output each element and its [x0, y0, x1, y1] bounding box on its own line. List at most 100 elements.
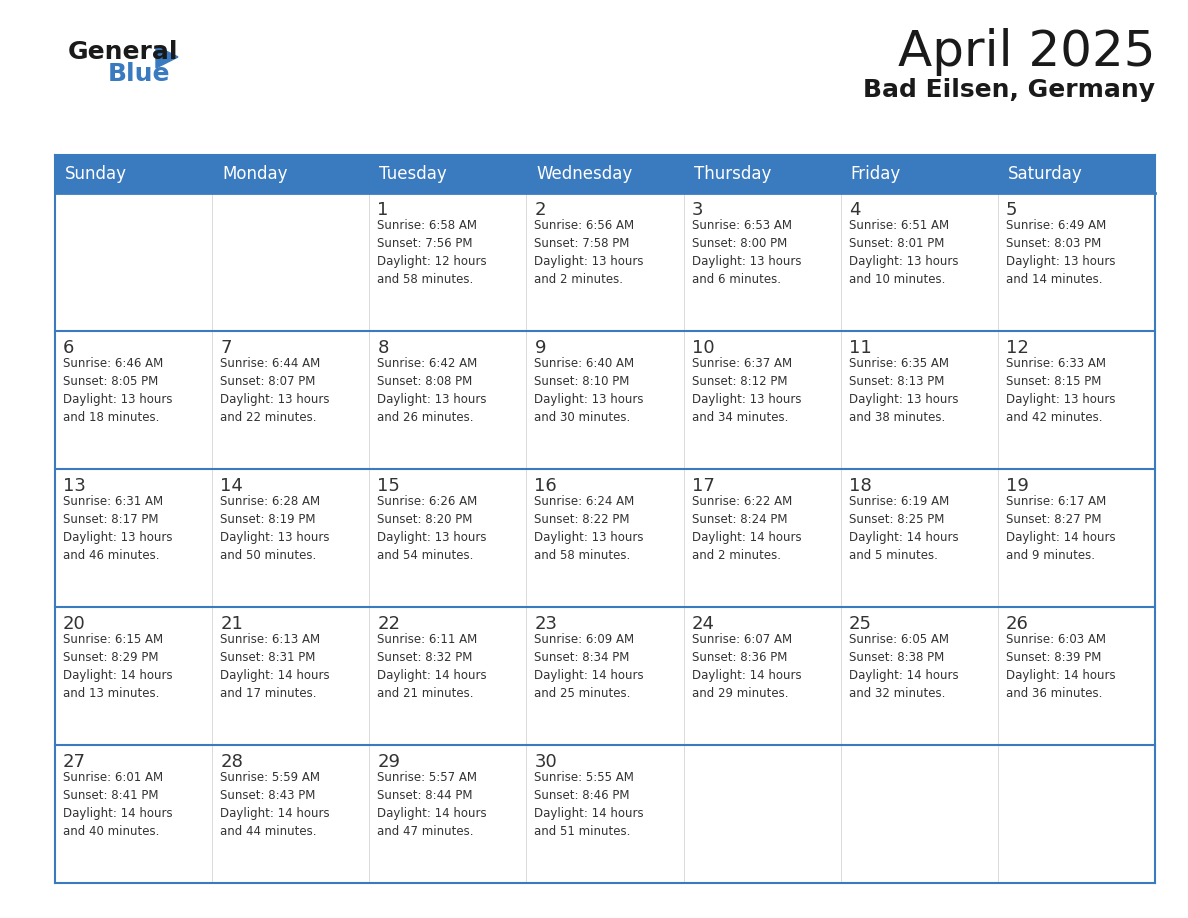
Text: Sunrise: 6:31 AM
Sunset: 8:17 PM
Daylight: 13 hours
and 46 minutes.: Sunrise: 6:31 AM Sunset: 8:17 PM Dayligh…: [63, 495, 172, 562]
FancyBboxPatch shape: [683, 745, 841, 883]
Text: 14: 14: [220, 477, 244, 495]
Text: Sunrise: 5:59 AM
Sunset: 8:43 PM
Daylight: 14 hours
and 44 minutes.: Sunrise: 5:59 AM Sunset: 8:43 PM Dayligh…: [220, 771, 330, 838]
Text: Sunrise: 6:51 AM
Sunset: 8:01 PM
Daylight: 13 hours
and 10 minutes.: Sunrise: 6:51 AM Sunset: 8:01 PM Dayligh…: [848, 219, 959, 286]
Text: 20: 20: [63, 615, 86, 633]
Text: Sunrise: 6:46 AM
Sunset: 8:05 PM
Daylight: 13 hours
and 18 minutes.: Sunrise: 6:46 AM Sunset: 8:05 PM Dayligh…: [63, 357, 172, 424]
FancyBboxPatch shape: [55, 331, 213, 469]
Text: 1: 1: [378, 201, 388, 219]
Text: 9: 9: [535, 339, 546, 357]
Text: Sunrise: 5:55 AM
Sunset: 8:46 PM
Daylight: 14 hours
and 51 minutes.: Sunrise: 5:55 AM Sunset: 8:46 PM Dayligh…: [535, 771, 644, 838]
Text: Friday: Friday: [851, 165, 901, 183]
Text: 11: 11: [848, 339, 872, 357]
Text: 10: 10: [691, 339, 714, 357]
Text: Sunrise: 6:19 AM
Sunset: 8:25 PM
Daylight: 14 hours
and 5 minutes.: Sunrise: 6:19 AM Sunset: 8:25 PM Dayligh…: [848, 495, 959, 562]
Text: 25: 25: [848, 615, 872, 633]
Text: Sunrise: 6:40 AM
Sunset: 8:10 PM
Daylight: 13 hours
and 30 minutes.: Sunrise: 6:40 AM Sunset: 8:10 PM Dayligh…: [535, 357, 644, 424]
Text: 27: 27: [63, 753, 86, 771]
Text: Sunrise: 6:42 AM
Sunset: 8:08 PM
Daylight: 13 hours
and 26 minutes.: Sunrise: 6:42 AM Sunset: 8:08 PM Dayligh…: [378, 357, 487, 424]
Text: Sunrise: 6:03 AM
Sunset: 8:39 PM
Daylight: 14 hours
and 36 minutes.: Sunrise: 6:03 AM Sunset: 8:39 PM Dayligh…: [1006, 633, 1116, 700]
Text: 18: 18: [848, 477, 872, 495]
Text: Sunrise: 6:35 AM
Sunset: 8:13 PM
Daylight: 13 hours
and 38 minutes.: Sunrise: 6:35 AM Sunset: 8:13 PM Dayligh…: [848, 357, 959, 424]
FancyBboxPatch shape: [841, 331, 998, 469]
Text: 8: 8: [378, 339, 388, 357]
FancyBboxPatch shape: [55, 469, 213, 607]
FancyBboxPatch shape: [55, 607, 213, 745]
FancyBboxPatch shape: [369, 193, 526, 331]
Text: 12: 12: [1006, 339, 1029, 357]
Text: Sunrise: 6:49 AM
Sunset: 8:03 PM
Daylight: 13 hours
and 14 minutes.: Sunrise: 6:49 AM Sunset: 8:03 PM Dayligh…: [1006, 219, 1116, 286]
FancyBboxPatch shape: [683, 469, 841, 607]
FancyBboxPatch shape: [213, 469, 369, 607]
FancyBboxPatch shape: [213, 331, 369, 469]
Text: Sunday: Sunday: [65, 165, 127, 183]
Text: 23: 23: [535, 615, 557, 633]
Text: 22: 22: [378, 615, 400, 633]
Text: Sunrise: 6:09 AM
Sunset: 8:34 PM
Daylight: 14 hours
and 25 minutes.: Sunrise: 6:09 AM Sunset: 8:34 PM Dayligh…: [535, 633, 644, 700]
FancyBboxPatch shape: [369, 607, 526, 745]
Text: 5: 5: [1006, 201, 1017, 219]
Text: April 2025: April 2025: [897, 28, 1155, 76]
Text: 21: 21: [220, 615, 244, 633]
FancyBboxPatch shape: [683, 193, 841, 331]
Text: 16: 16: [535, 477, 557, 495]
Text: 3: 3: [691, 201, 703, 219]
Text: Blue: Blue: [108, 62, 171, 86]
Text: 26: 26: [1006, 615, 1029, 633]
Text: Sunrise: 6:11 AM
Sunset: 8:32 PM
Daylight: 14 hours
and 21 minutes.: Sunrise: 6:11 AM Sunset: 8:32 PM Dayligh…: [378, 633, 487, 700]
Text: 15: 15: [378, 477, 400, 495]
FancyBboxPatch shape: [55, 745, 213, 883]
FancyBboxPatch shape: [998, 331, 1155, 469]
Text: Sunrise: 6:15 AM
Sunset: 8:29 PM
Daylight: 14 hours
and 13 minutes.: Sunrise: 6:15 AM Sunset: 8:29 PM Dayligh…: [63, 633, 172, 700]
Text: Saturday: Saturday: [1007, 165, 1082, 183]
Text: Sunrise: 6:22 AM
Sunset: 8:24 PM
Daylight: 14 hours
and 2 minutes.: Sunrise: 6:22 AM Sunset: 8:24 PM Dayligh…: [691, 495, 801, 562]
Text: Sunrise: 6:01 AM
Sunset: 8:41 PM
Daylight: 14 hours
and 40 minutes.: Sunrise: 6:01 AM Sunset: 8:41 PM Dayligh…: [63, 771, 172, 838]
FancyBboxPatch shape: [213, 745, 369, 883]
Text: Sunrise: 6:24 AM
Sunset: 8:22 PM
Daylight: 13 hours
and 58 minutes.: Sunrise: 6:24 AM Sunset: 8:22 PM Dayligh…: [535, 495, 644, 562]
Text: Sunrise: 6:33 AM
Sunset: 8:15 PM
Daylight: 13 hours
and 42 minutes.: Sunrise: 6:33 AM Sunset: 8:15 PM Dayligh…: [1006, 357, 1116, 424]
FancyBboxPatch shape: [213, 607, 369, 745]
Text: 28: 28: [220, 753, 244, 771]
Text: 6: 6: [63, 339, 75, 357]
Text: 17: 17: [691, 477, 714, 495]
Text: Wednesday: Wednesday: [537, 165, 633, 183]
FancyBboxPatch shape: [998, 607, 1155, 745]
Text: Sunrise: 6:58 AM
Sunset: 7:56 PM
Daylight: 12 hours
and 58 minutes.: Sunrise: 6:58 AM Sunset: 7:56 PM Dayligh…: [378, 219, 487, 286]
Text: Tuesday: Tuesday: [379, 165, 447, 183]
Polygon shape: [156, 46, 178, 68]
FancyBboxPatch shape: [369, 469, 526, 607]
Text: 7: 7: [220, 339, 232, 357]
FancyBboxPatch shape: [55, 155, 1155, 193]
FancyBboxPatch shape: [841, 193, 998, 331]
Text: Sunrise: 6:44 AM
Sunset: 8:07 PM
Daylight: 13 hours
and 22 minutes.: Sunrise: 6:44 AM Sunset: 8:07 PM Dayligh…: [220, 357, 329, 424]
Text: 24: 24: [691, 615, 714, 633]
FancyBboxPatch shape: [526, 193, 683, 331]
Text: Sunrise: 6:13 AM
Sunset: 8:31 PM
Daylight: 14 hours
and 17 minutes.: Sunrise: 6:13 AM Sunset: 8:31 PM Dayligh…: [220, 633, 330, 700]
Text: Thursday: Thursday: [694, 165, 771, 183]
Text: 13: 13: [63, 477, 86, 495]
Text: Sunrise: 6:53 AM
Sunset: 8:00 PM
Daylight: 13 hours
and 6 minutes.: Sunrise: 6:53 AM Sunset: 8:00 PM Dayligh…: [691, 219, 801, 286]
FancyBboxPatch shape: [841, 469, 998, 607]
FancyBboxPatch shape: [998, 193, 1155, 331]
Text: Sunrise: 6:05 AM
Sunset: 8:38 PM
Daylight: 14 hours
and 32 minutes.: Sunrise: 6:05 AM Sunset: 8:38 PM Dayligh…: [848, 633, 959, 700]
FancyBboxPatch shape: [683, 331, 841, 469]
FancyBboxPatch shape: [998, 469, 1155, 607]
FancyBboxPatch shape: [369, 745, 526, 883]
Text: 30: 30: [535, 753, 557, 771]
FancyBboxPatch shape: [526, 469, 683, 607]
Text: 19: 19: [1006, 477, 1029, 495]
Text: 29: 29: [378, 753, 400, 771]
Text: Sunrise: 6:17 AM
Sunset: 8:27 PM
Daylight: 14 hours
and 9 minutes.: Sunrise: 6:17 AM Sunset: 8:27 PM Dayligh…: [1006, 495, 1116, 562]
FancyBboxPatch shape: [841, 745, 998, 883]
Text: 2: 2: [535, 201, 546, 219]
FancyBboxPatch shape: [213, 193, 369, 331]
Text: Sunrise: 5:57 AM
Sunset: 8:44 PM
Daylight: 14 hours
and 47 minutes.: Sunrise: 5:57 AM Sunset: 8:44 PM Dayligh…: [378, 771, 487, 838]
FancyBboxPatch shape: [526, 607, 683, 745]
Text: General: General: [68, 40, 178, 64]
Text: Sunrise: 6:07 AM
Sunset: 8:36 PM
Daylight: 14 hours
and 29 minutes.: Sunrise: 6:07 AM Sunset: 8:36 PM Dayligh…: [691, 633, 801, 700]
FancyBboxPatch shape: [526, 745, 683, 883]
Text: Sunrise: 6:56 AM
Sunset: 7:58 PM
Daylight: 13 hours
and 2 minutes.: Sunrise: 6:56 AM Sunset: 7:58 PM Dayligh…: [535, 219, 644, 286]
Text: Bad Eilsen, Germany: Bad Eilsen, Germany: [862, 78, 1155, 102]
FancyBboxPatch shape: [526, 331, 683, 469]
FancyBboxPatch shape: [841, 607, 998, 745]
Text: Sunrise: 6:26 AM
Sunset: 8:20 PM
Daylight: 13 hours
and 54 minutes.: Sunrise: 6:26 AM Sunset: 8:20 PM Dayligh…: [378, 495, 487, 562]
